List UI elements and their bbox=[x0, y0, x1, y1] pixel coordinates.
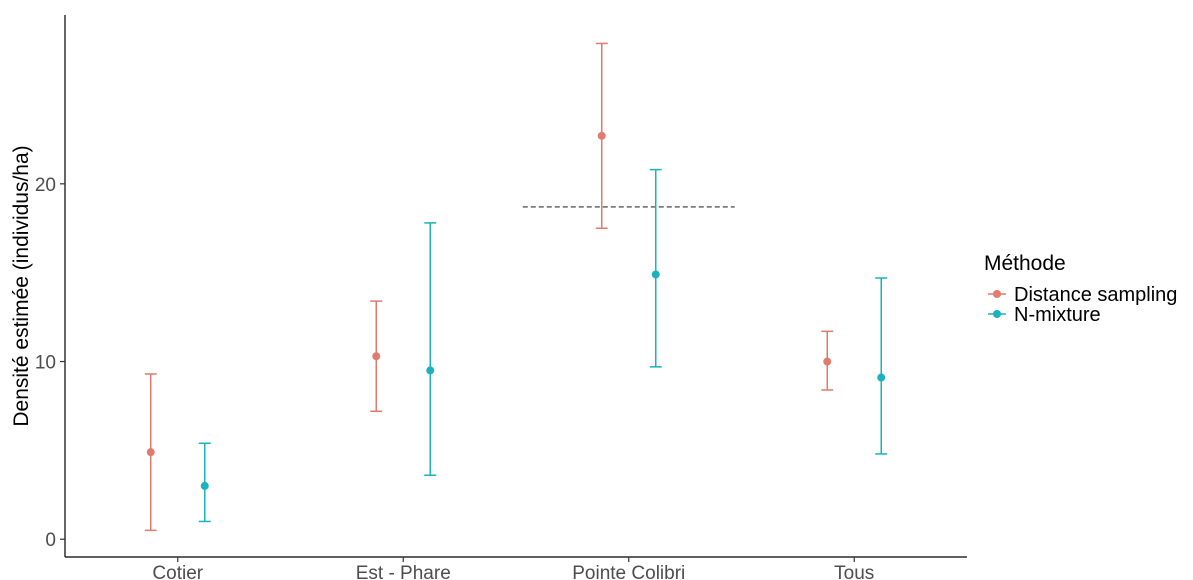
data-marks bbox=[144, 42, 888, 532]
y-tick-label: 20 bbox=[35, 175, 56, 196]
axes bbox=[64, 15, 967, 558]
x-tick-label: Tous bbox=[834, 563, 874, 580]
data-point bbox=[426, 366, 435, 375]
legend-label: N-mixture bbox=[1014, 304, 1101, 326]
x-tick-label: Pointe Colibri bbox=[572, 563, 685, 580]
y-tick-label: 0 bbox=[45, 530, 56, 551]
legend-item: Distance sampling bbox=[988, 284, 1177, 306]
data-point bbox=[372, 352, 381, 361]
data-point bbox=[651, 270, 660, 279]
y-ticks: 0 10 20 bbox=[35, 175, 65, 551]
legend-key-point bbox=[993, 290, 1001, 298]
x-tick-label: Est - Phare bbox=[356, 563, 451, 580]
series-distance-sampling bbox=[144, 42, 834, 532]
legend-title: Méthode bbox=[984, 252, 1066, 275]
data-point bbox=[597, 131, 606, 140]
data-point bbox=[146, 448, 155, 457]
y-axis-title: Densité estimée (individus/ha) bbox=[10, 145, 33, 426]
y-tick-label: 10 bbox=[35, 353, 56, 374]
data-point bbox=[877, 373, 886, 382]
legend-item: N-mixture bbox=[988, 304, 1101, 326]
legend-key-point bbox=[993, 310, 1001, 318]
x-ticks: Cotier Est - Phare Pointe Colibri Tous bbox=[152, 557, 874, 580]
series-n-mixture bbox=[198, 168, 888, 523]
data-point bbox=[823, 357, 832, 366]
x-tick-label: Cotier bbox=[152, 563, 203, 580]
data-point bbox=[200, 481, 209, 490]
legend-label: Distance sampling bbox=[1014, 284, 1177, 306]
